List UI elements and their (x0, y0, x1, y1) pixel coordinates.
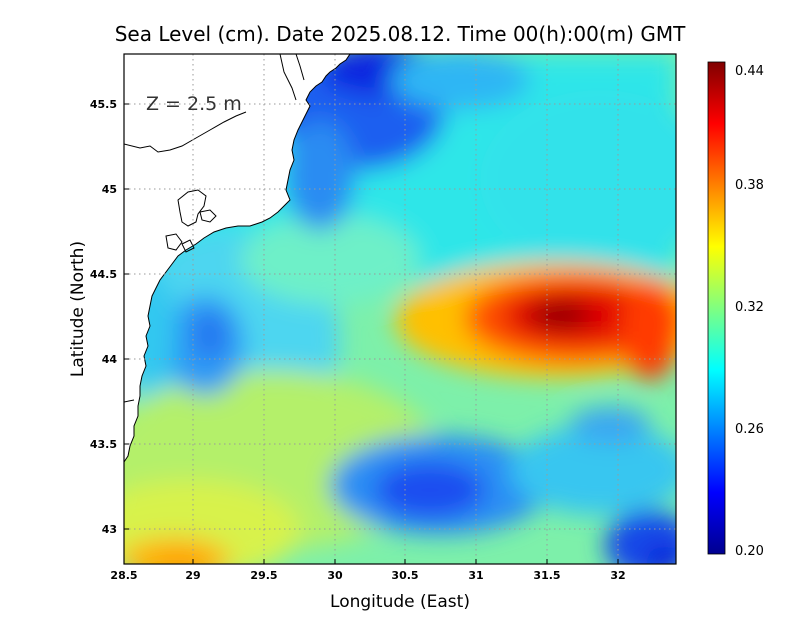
colorbar-tick-label: 0.32 (735, 300, 764, 315)
x-axis-label: Longitude (East) (330, 592, 470, 612)
x-tick-label: 30.5 (391, 569, 418, 582)
x-tick-label: 28.5 (110, 569, 137, 582)
sea-level-field (124, 54, 676, 564)
river-mouth (279, 54, 297, 101)
lagoon (181, 239, 195, 253)
y-tick-label: 45 (102, 183, 117, 196)
river-mouth (124, 111, 247, 153)
y-axis-label: Latitude (North) (68, 241, 88, 377)
x-tick-label: 31 (468, 569, 483, 582)
depth-annotation: Z = 2.5 m (146, 93, 242, 115)
colorbar-tick-label: 0.44 (735, 64, 764, 79)
x-tick-label: 31.5 (533, 569, 560, 582)
y-tick-label: 44 (102, 353, 118, 366)
colorbar-tick-label: 0.20 (735, 544, 764, 559)
y-tick-label: 45.5 (90, 98, 117, 111)
x-tick-label: 30 (327, 569, 343, 582)
lagoon (199, 209, 217, 223)
colorbar-tick-label: 0.26 (735, 422, 764, 437)
gridlines (124, 54, 676, 564)
figure-title: Sea Level (cm). Date 2025.08.12. Time 00… (115, 22, 686, 46)
plot-frame (123, 53, 677, 565)
river-mouth (295, 54, 305, 81)
y-tick-label: 44.5 (90, 268, 117, 281)
lagoon (165, 233, 183, 251)
y-axis-tick-labels: 43 43.5 44 44.5 45 45.5 (90, 98, 117, 536)
axis-tick-marks (124, 103, 619, 564)
x-axis-tick-labels: 28.5 29 29.5 30 30.5 31 31.5 32 (110, 569, 625, 582)
colorbar: 0.44 0.38 0.32 0.26 0.20 (707, 61, 764, 559)
y-tick-label: 43 (102, 523, 117, 536)
colorbar-tick-label: 0.38 (735, 178, 764, 193)
border-line (124, 399, 135, 403)
colorbar-scale (707, 61, 726, 555)
x-tick-label: 29.5 (250, 569, 277, 582)
land-mass (124, 54, 351, 463)
x-tick-label: 32 (610, 569, 625, 582)
lagoon (177, 189, 207, 227)
y-tick-label: 43.5 (90, 438, 117, 451)
coastline-land (124, 54, 351, 463)
x-tick-label: 29 (185, 569, 200, 582)
